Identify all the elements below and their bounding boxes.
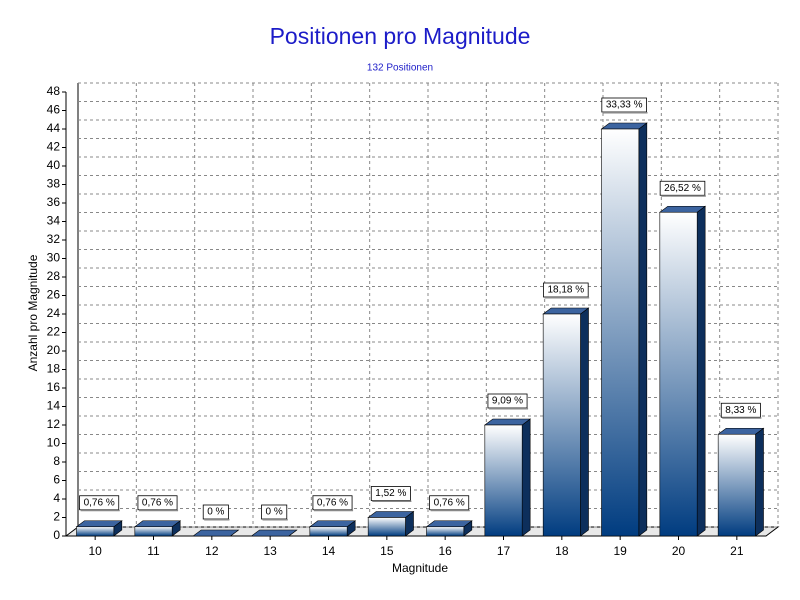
y-tick-label: 20 [47, 343, 61, 357]
bar [717, 433, 756, 537]
y-tick-label: 36 [47, 195, 61, 209]
y-tick-label: 30 [47, 251, 61, 265]
y-tick-label: 40 [47, 158, 61, 172]
bar-side [580, 307, 589, 537]
x-axis-label: Magnitude [392, 561, 448, 575]
y-tick-label: 42 [47, 140, 61, 154]
x-tick-label: 10 [88, 544, 102, 558]
y-axis-label: Anzahl pro Magnitude [26, 254, 40, 371]
value-label-shadow [372, 500, 412, 502]
y-tick-label: 18 [47, 362, 61, 376]
y-tick-label: 46 [47, 103, 61, 117]
y-tick-label: 32 [47, 232, 61, 246]
y-tick-label: 34 [47, 214, 61, 228]
bar [367, 517, 406, 537]
y-tick-label: 6 [53, 473, 60, 487]
x-tick-label: 19 [613, 544, 627, 558]
value-label-shadow [262, 519, 288, 521]
y-tick-label: 12 [47, 417, 61, 431]
value-label: 0,76 % [84, 497, 115, 508]
bar [76, 526, 115, 537]
value-label: 0,76 % [434, 497, 465, 508]
value-label-shadow [602, 112, 648, 114]
x-tick-label: 18 [555, 544, 569, 558]
bar-side [638, 122, 648, 537]
x-tick-label: 14 [322, 544, 336, 558]
value-label: 0,76 % [317, 497, 348, 508]
value-label-shadow [204, 519, 230, 521]
y-tick-label: 8 [53, 454, 60, 468]
bar-top [75, 520, 123, 528]
y-tick-label: 0 [53, 528, 60, 542]
bar-top [425, 520, 473, 528]
y-tick-label: 14 [47, 399, 61, 413]
x-tick-label: 21 [730, 544, 744, 558]
value-label: 9,09 % [492, 396, 523, 407]
value-label: 0 % [207, 507, 224, 518]
bar-side [521, 418, 531, 537]
bar-side [696, 205, 706, 537]
value-label: 18,18 % [547, 285, 584, 296]
y-tick-label: 2 [53, 510, 60, 524]
y-tick-label: 10 [47, 436, 61, 450]
x-tick-label: 11 [147, 544, 160, 558]
x-tick-label: 13 [263, 544, 277, 558]
value-label: 26,52 % [664, 183, 701, 194]
y-tick-label: 44 [47, 121, 61, 135]
y-tick-label: 16 [47, 380, 61, 394]
bar-top [250, 529, 298, 537]
value-label-shadow [138, 509, 179, 512]
value-label-shadow [80, 509, 120, 512]
x-tick-label: 15 [380, 544, 394, 558]
value-label-shadow [661, 195, 706, 197]
floor [64, 526, 780, 537]
chart-title: Positionen pro Magnitude [270, 23, 531, 49]
y-tick-label: 22 [47, 325, 61, 339]
x-tick-label: 16 [438, 544, 452, 558]
bar [601, 128, 640, 537]
bar-top [483, 418, 532, 426]
y-tick-label: 4 [53, 491, 60, 505]
bar [484, 424, 523, 537]
bar-top [367, 511, 415, 518]
x-tick-label: 17 [497, 544, 511, 558]
bar-side [755, 427, 764, 537]
bar-top [542, 307, 590, 315]
value-label-shadow [313, 509, 354, 512]
value-label-shadow [488, 408, 529, 410]
y-tick-label: 26 [47, 288, 61, 302]
y-tick-label: 48 [47, 84, 61, 98]
chart-subtitle: 132 Positionen [367, 63, 433, 74]
value-label: 0 % [266, 507, 283, 518]
value-label-shadow [544, 297, 590, 299]
bar-top [133, 520, 182, 528]
value-label: 0,76 % [142, 497, 173, 508]
value-label: 33,33 % [606, 100, 643, 111]
value-label-shadow [430, 509, 470, 512]
y-tick-label: 38 [47, 177, 61, 191]
y-tick-label: 28 [47, 269, 61, 283]
value-label: 8,33 % [725, 405, 756, 416]
value-label-shadow [722, 417, 762, 419]
bar [542, 313, 581, 537]
bar [134, 526, 173, 537]
value-label: 1,52 % [375, 488, 406, 499]
x-tick-label: 20 [672, 544, 686, 558]
bar [426, 526, 465, 537]
y-tick-label: 24 [47, 306, 61, 320]
bar [309, 526, 348, 537]
bar-top [600, 122, 648, 130]
bar-top [717, 427, 765, 435]
bar-top [658, 205, 707, 213]
bar [659, 211, 698, 537]
bar-top [308, 520, 357, 528]
x-tick-label: 12 [205, 544, 219, 558]
bar-top [192, 529, 240, 537]
